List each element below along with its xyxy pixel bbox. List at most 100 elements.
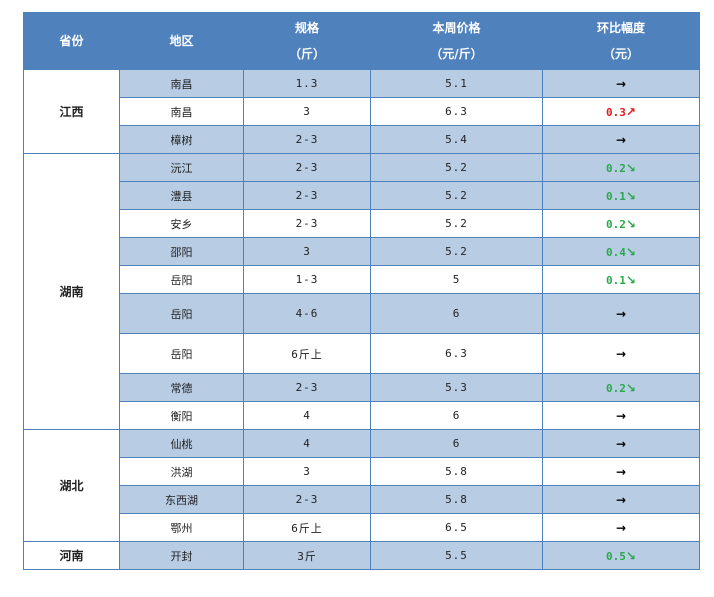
region-cell: 澧县 [119, 181, 244, 210]
change-cell: 0.2↘ [542, 153, 700, 182]
header-region: 地区 [119, 12, 244, 70]
change-cell: → [542, 485, 700, 514]
arrow-down-right-icon: ↘ [625, 548, 636, 563]
change-value: 0.5 [606, 549, 626, 563]
province-cell: 河南 [23, 541, 120, 570]
table-row: 东西湖 2-3 5.8 → [24, 485, 700, 514]
arrow-down-right-icon: ↘ [625, 160, 636, 175]
region-cell: 衡阳 [119, 401, 244, 430]
change-cell: → [542, 333, 700, 374]
header-spec-unit: （斤） [288, 46, 325, 61]
spec-cell: 2-3 [243, 485, 371, 514]
price-cell: 5.2 [370, 237, 543, 266]
spec-cell: 2-3 [243, 153, 371, 182]
header-spec: 规格 （斤） [243, 12, 371, 70]
price-cell: 5.8 [370, 457, 543, 486]
change-cell: 0.2↘ [542, 373, 700, 402]
region-cell: 鄂州 [119, 513, 244, 542]
region-cell: 常德 [119, 373, 244, 402]
arrow-right-icon: → [615, 132, 627, 147]
spec-cell: 1-3 [243, 265, 371, 294]
arrow-right-icon: → [615, 464, 627, 479]
price-cell: 6.3 [370, 333, 543, 374]
region-cell: 仙桃 [119, 429, 244, 458]
change-value: 0.2 [606, 161, 626, 175]
spec-cell: 4-6 [243, 293, 371, 334]
arrow-down-right-icon: ↘ [625, 244, 636, 259]
price-table: 省份 地区 规格 （斤） 本周价格 （元/斤） 环比幅度 （元） 江西 南昌 1.3… [23, 12, 700, 570]
spec-cell: 2-3 [243, 209, 371, 238]
header-price-unit: （元/斤） [430, 46, 483, 61]
change-cell: → [542, 513, 700, 542]
table-row: 洪湖 3 5.8 → [24, 457, 700, 486]
table-row: 江西 南昌 1.3 5.1 → [23, 69, 700, 154]
region-cell: 樟树 [119, 125, 244, 154]
price-cell: 5.5 [370, 541, 543, 570]
spec-cell: 6斤上 [243, 333, 371, 374]
price-cell: 5.1 [370, 69, 543, 98]
region-cell: 邵阳 [119, 237, 244, 266]
spec-cell: 3 [243, 237, 371, 266]
spec-cell: 4 [243, 429, 371, 458]
price-cell: 5.3 [370, 373, 543, 402]
spec-cell: 4 [243, 401, 371, 430]
change-cell: 0.4↘ [542, 237, 700, 266]
spec-cell: 3 [243, 97, 371, 126]
change-cell: 0.2↘ [542, 209, 700, 238]
change-value: 0.3 [606, 105, 626, 119]
region-cell: 南昌 [119, 97, 244, 126]
arrow-down-right-icon: ↘ [625, 380, 636, 395]
change-cell: 0.1↘ [542, 265, 700, 294]
price-cell: 6.3 [370, 97, 543, 126]
spec-cell: 2-3 [243, 125, 371, 154]
price-cell: 5.2 [370, 181, 543, 210]
change-value: 0.4 [606, 245, 626, 259]
price-cell: 6 [370, 401, 543, 430]
table-row: 鄂州 6斤上 6.5 → [24, 513, 700, 542]
change-cell: → [542, 69, 700, 98]
region-cell: 南昌 [119, 69, 244, 98]
header-spec-title: 规格 [294, 20, 319, 35]
change-cell: → [542, 429, 700, 458]
region-cell: 洪湖 [119, 457, 244, 486]
table-row: 南昌 3 6.3 0.3↗ [24, 97, 700, 126]
table-row: 河南 开封 3斤 5.5 0.5↘ [23, 541, 700, 570]
table-row: 湖北 仙桃 4 6 → [23, 429, 700, 542]
change-cell: 0.5↘ [542, 541, 700, 570]
price-cell: 5.2 [370, 209, 543, 238]
header-row: 省份 地区 规格 （斤） 本周价格 （元/斤） 环比幅度 （元） [23, 12, 700, 70]
arrow-down-right-icon: ↘ [625, 188, 636, 203]
arrow-down-right-icon: ↘ [625, 272, 636, 287]
header-province: 省份 [23, 12, 120, 70]
table-row: 樟树 2-3 5.4 → [24, 125, 700, 154]
change-cell: 0.3↗ [542, 97, 700, 126]
spec-cell: 6斤上 [243, 513, 371, 542]
table-row: 岳阳 6斤上 6.3 → [24, 333, 700, 374]
change-cell: → [542, 457, 700, 486]
spec-cell: 2-3 [243, 373, 371, 402]
arrow-right-icon: → [615, 436, 627, 451]
header-price: 本周价格 （元/斤） [370, 12, 543, 70]
arrow-right-icon: → [615, 492, 627, 507]
region-cell: 沅江 [119, 153, 244, 182]
header-price-title: 本周价格 [432, 20, 481, 35]
table-row: 岳阳 4-6 6 → [24, 293, 700, 334]
change-cell: → [542, 293, 700, 334]
price-cell: 6 [370, 293, 543, 334]
table-row: 安乡 2-3 5.2 0.2↘ [24, 209, 700, 238]
change-cell: 0.1↘ [542, 181, 700, 210]
arrow-up-right-icon: ↗ [625, 104, 636, 119]
change-cell: → [542, 401, 700, 430]
table-row: 岳阳 1-3 5 0.1↘ [24, 265, 700, 294]
spec-cell: 3斤 [243, 541, 371, 570]
table-row: 澧县 2-3 5.2 0.1↘ [24, 181, 700, 210]
region-cell: 安乡 [119, 209, 244, 238]
spec-cell: 2-3 [243, 181, 371, 210]
price-cell: 6 [370, 429, 543, 458]
arrow-right-icon: → [615, 76, 627, 91]
table-row: 衡阳 4 6 → [24, 401, 700, 430]
change-value: 0.1 [606, 189, 626, 203]
region-cell: 岳阳 [119, 333, 244, 374]
arrow-right-icon: → [615, 306, 627, 321]
price-cell: 5.2 [370, 153, 543, 182]
